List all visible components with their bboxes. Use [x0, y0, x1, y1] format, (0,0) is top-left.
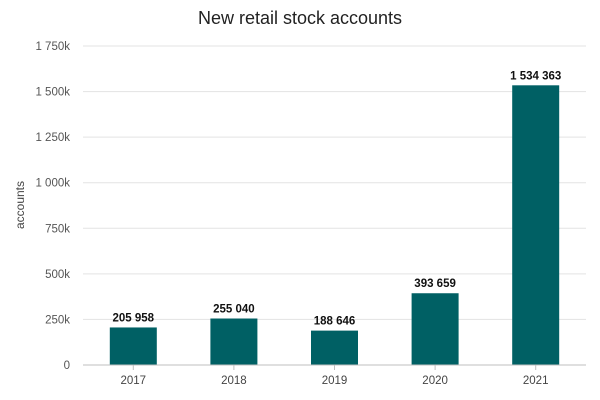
- y-tick-label: 750k: [45, 223, 70, 235]
- y-tick-label: 500k: [45, 269, 70, 281]
- data-label-2020: 393 659: [414, 278, 456, 290]
- y-axis-label: accounts: [13, 181, 27, 229]
- x-ticks: 2017 2018 2019 2020 2021: [121, 365, 549, 387]
- x-tick-label-2021: 2021: [523, 375, 549, 387]
- y-tick-label: 250k: [45, 314, 70, 326]
- y-tick-label: 1 750k: [35, 41, 70, 53]
- y-tick-label: 1 250k: [35, 132, 70, 144]
- bar-2021: [512, 85, 560, 365]
- y-tick-label: 0: [64, 360, 70, 372]
- bar-2019: [311, 330, 358, 365]
- x-tick-label-2017: 2017: [121, 375, 147, 387]
- grid: [83, 45, 586, 320]
- chart-title: New retail stock accounts: [198, 8, 402, 28]
- x-tick-label-2020: 2020: [422, 375, 448, 387]
- y-tick-label: 1 000k: [35, 178, 70, 190]
- data-label-2021: 1 534 363: [510, 70, 561, 82]
- bar-2017: [109, 327, 157, 365]
- x-tick-label-2019: 2019: [322, 375, 348, 387]
- bars: [109, 85, 560, 365]
- data-label-2017: 205 958: [113, 312, 155, 324]
- x-tick-label-2018: 2018: [221, 375, 247, 387]
- bar-2018: [210, 318, 258, 365]
- y-ticks: 0 250k 500k 750k 1 000k 1 250k 1 500k 1 750k: [35, 41, 70, 372]
- bar-2020: [411, 293, 459, 365]
- y-tick-label: 1 500k: [35, 87, 70, 99]
- data-labels: 205 958 255 040 188 646 393 659 1 534 363: [113, 70, 562, 327]
- data-label-2018: 255 040: [213, 304, 255, 316]
- data-label-2019: 188 646: [314, 316, 356, 328]
